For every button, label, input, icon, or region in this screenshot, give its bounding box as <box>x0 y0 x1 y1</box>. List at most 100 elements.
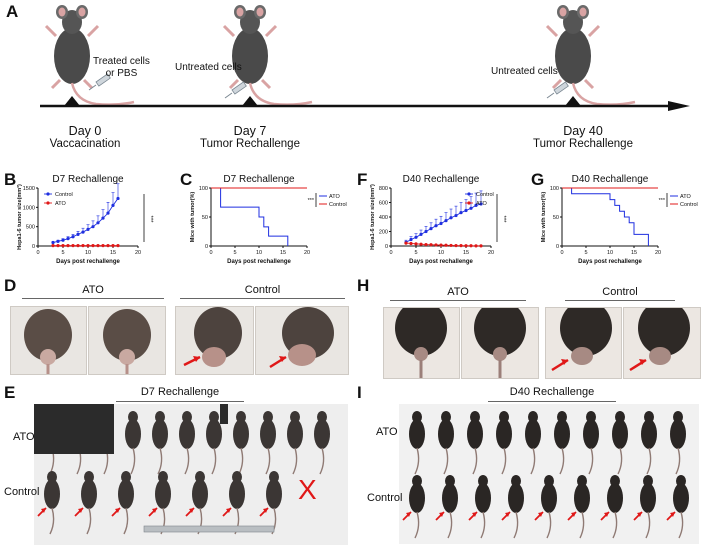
mouse-body <box>673 483 689 513</box>
x-tick-label: 10 <box>85 250 91 256</box>
x-tick-label: 15 <box>280 250 286 256</box>
mouse-body <box>118 479 134 509</box>
tumor-arrow-head <box>472 512 477 517</box>
chart-title: D7 Rechallenge <box>52 174 124 185</box>
data-point <box>404 241 408 245</box>
chart-title: D40 Rechallenge <box>403 174 480 185</box>
i-title: D40 Rechallenge <box>509 386 595 398</box>
data-point <box>464 208 468 213</box>
x-axis-label: Days post rechallenge <box>578 259 642 265</box>
mouse-tail <box>184 447 190 475</box>
tumor-arrow-head <box>41 508 46 513</box>
x-axis-label: Days post rechallenge <box>227 259 291 265</box>
y-tick-label: 100 <box>550 186 559 192</box>
data-point <box>444 243 448 247</box>
mouse-head <box>643 475 653 487</box>
data-point <box>91 244 95 248</box>
y-tick-label: 400 <box>379 215 388 221</box>
mouse-tail <box>211 447 217 475</box>
mouse-body <box>233 419 249 449</box>
mouse-body <box>206 419 222 449</box>
panel-letter-h: H <box>357 276 370 295</box>
x-tick-label: 20 <box>304 250 310 256</box>
tumor-arrow-head <box>637 512 642 517</box>
mouse-body <box>438 419 454 449</box>
y-axis-label: Mice with tumor(%) <box>190 192 196 243</box>
legend-swatch-dot <box>46 201 50 205</box>
x-tick-label: 5 <box>233 250 236 256</box>
legend-label: ATO <box>476 201 488 207</box>
mouse-tail <box>646 447 652 475</box>
panel-letter-i: I <box>357 383 362 402</box>
mouse-tail <box>292 447 298 475</box>
mouse-body <box>152 419 168 449</box>
mouse-head <box>673 411 683 423</box>
data-point <box>449 216 453 220</box>
data-point <box>454 213 458 218</box>
y-axis-label: Mice with tumor(%) <box>541 192 547 243</box>
mouse-head <box>47 471 57 483</box>
tumor-arrow-head <box>571 512 576 517</box>
mouse-tail <box>501 447 507 475</box>
mouse-head <box>544 475 554 487</box>
mouse-body <box>496 419 512 449</box>
series-line-ato <box>562 187 649 246</box>
series-line-control <box>405 203 482 243</box>
data-point <box>424 242 428 247</box>
chart-b-tumor-size: D7 Rechallenge 0 5 10 15 20 0 500 1000 1500 Days p… <box>16 174 153 265</box>
y-tick-label: 800 <box>379 186 388 192</box>
photo-d-control-2 <box>255 306 349 375</box>
mouse-head <box>445 475 455 487</box>
mouse-body <box>287 419 303 449</box>
mouse-tail <box>530 447 536 475</box>
data-point <box>51 240 55 245</box>
mouse-body <box>44 479 60 509</box>
significance-label: *** <box>308 198 315 204</box>
mouse-head <box>528 411 538 423</box>
mouse-body <box>670 419 686 449</box>
x-tick-label: 10 <box>607 250 613 256</box>
photo-d-control-1 <box>175 306 254 375</box>
data-point <box>474 203 478 207</box>
y-tick-label: 0 <box>32 244 35 250</box>
data-point <box>66 237 70 241</box>
mouse-tail <box>123 507 129 535</box>
timeline-arrowhead <box>668 101 690 111</box>
mouse-body <box>260 419 276 449</box>
photo-i-mice <box>399 404 699 544</box>
data-point <box>459 211 463 215</box>
data-point <box>449 243 453 248</box>
data-point <box>469 244 473 248</box>
mouse-head <box>499 411 509 423</box>
data-point <box>439 221 443 226</box>
mouse-body <box>541 483 557 513</box>
x-tick-label: 0 <box>560 250 563 256</box>
photo-e-mice <box>34 404 348 545</box>
photo-d-ato-1 <box>10 306 87 375</box>
data-point <box>101 216 105 220</box>
mouse-head <box>412 411 422 423</box>
mouse-tail <box>130 447 136 475</box>
data-point <box>409 237 413 242</box>
data-point <box>459 244 463 248</box>
x-tick-label: 10 <box>256 250 262 256</box>
mouse-tail <box>645 511 651 539</box>
mouse-tail <box>579 511 585 539</box>
mouse-body <box>229 479 245 509</box>
y-tick-label: 600 <box>379 201 388 207</box>
day40-label: Day 40 Tumor Rechallenge <box>533 124 633 151</box>
photo-h-control-2 <box>623 307 701 379</box>
data-point <box>111 244 115 248</box>
x-tick-label: 20 <box>135 250 141 256</box>
mouse-tail <box>414 447 420 475</box>
mouse-tail <box>675 447 681 475</box>
mouse-tail <box>480 511 486 539</box>
chart-c-mice-with-tumor: D7 Rechallenge 0 5 10 15 20 0 50 100 Days post re… <box>190 174 347 265</box>
photo-h-control-1 <box>545 307 622 379</box>
mouse-head <box>128 411 138 423</box>
untreated-cells-label-day7: Untreated cells <box>175 62 242 73</box>
mouse-head <box>557 411 567 423</box>
y-tick-label: 50 <box>553 215 559 221</box>
tumor-arrow-head <box>263 508 268 513</box>
mouse-head <box>158 471 168 483</box>
